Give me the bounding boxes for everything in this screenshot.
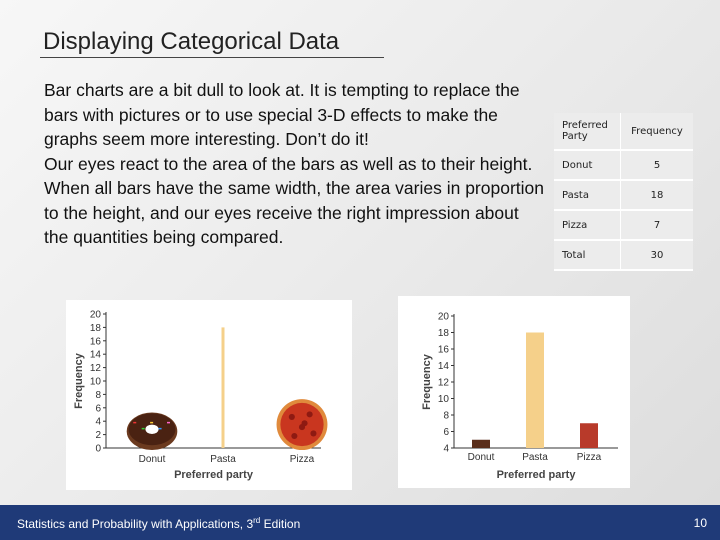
y-tick-label: 20 bbox=[438, 312, 450, 323]
body-paragraph-1: Bar charts are a bit dull to look at. It… bbox=[44, 80, 520, 149]
bar-pizza bbox=[580, 423, 598, 448]
y-tick-label: 6 bbox=[95, 403, 101, 414]
x-axis-label: Preferred party bbox=[174, 469, 254, 481]
x-tick-label: Pizza bbox=[290, 454, 315, 465]
table-row: Donut 5 bbox=[554, 150, 693, 181]
pictograph-chart-panel: 0 2 4 6 8 10 12 14 16 18 20 Frequency Preferred part… bbox=[66, 300, 352, 490]
bar-pasta bbox=[526, 332, 544, 448]
y-tick-label: 8 bbox=[443, 411, 449, 422]
donut-hole bbox=[145, 424, 159, 434]
y-tick-label: 10 bbox=[90, 377, 102, 388]
footer-text-edition: Edition bbox=[260, 517, 301, 531]
table-cell-party: Pizza bbox=[554, 210, 621, 241]
table-cell-frequency: 5 bbox=[620, 150, 693, 181]
pasta-bar bbox=[221, 327, 225, 448]
pizza-pepperoni bbox=[288, 413, 295, 420]
table-row: Pizza 7 bbox=[554, 210, 693, 241]
y-tick-label: 4 bbox=[443, 444, 449, 455]
footer-bar: Statistics and Probability with Applicat… bbox=[0, 505, 720, 540]
x-axis-label: Preferred party bbox=[497, 469, 577, 481]
y-tick-label: 18 bbox=[90, 323, 102, 334]
table-cell-frequency: 30 bbox=[620, 240, 693, 271]
y-tick-label: 0 bbox=[95, 444, 101, 455]
truncated-bar-chart: 4 6 8 10 12 14 16 18 20 Frequency Preferred partyD… bbox=[421, 312, 618, 481]
x-tick-label: Donut bbox=[468, 452, 495, 463]
y-tick-label: 16 bbox=[438, 345, 450, 356]
footer-text: Statistics and Probability with Applicat… bbox=[17, 516, 300, 531]
x-tick-label: Pizza bbox=[577, 452, 602, 463]
table-header-frequency: Frequency bbox=[620, 113, 693, 151]
y-tick-label: 14 bbox=[438, 361, 450, 372]
donut-sprinkle bbox=[141, 427, 145, 430]
bar-pasta bbox=[221, 327, 225, 448]
y-axis-label: Frequency bbox=[73, 352, 85, 409]
title-underline bbox=[40, 57, 384, 58]
table-header-row: Preferred Party Frequency bbox=[554, 113, 693, 151]
table-row: Total 30 bbox=[554, 240, 693, 271]
pictograph-chart: 0 2 4 6 8 10 12 14 16 18 20 Frequency Preferred part… bbox=[73, 310, 328, 481]
slide-title: Displaying Categorical Data bbox=[43, 28, 340, 55]
table-cell-party: Donut bbox=[554, 150, 621, 181]
donut-sprinkle bbox=[158, 427, 162, 430]
footer-text-superscript: rd bbox=[253, 516, 261, 525]
pizza-pepperoni bbox=[301, 420, 308, 427]
y-tick-label: 8 bbox=[95, 390, 101, 401]
y-tick-label: 20 bbox=[90, 310, 102, 321]
y-tick-label: 18 bbox=[438, 328, 450, 339]
x-tick-label: Pasta bbox=[210, 454, 236, 465]
bar-donut bbox=[126, 412, 178, 450]
donut-sprinkle bbox=[167, 421, 170, 424]
donut-sprinkle bbox=[150, 421, 154, 424]
y-tick-label: 4 bbox=[95, 417, 101, 428]
donut-sprinkle bbox=[133, 421, 137, 424]
y-tick-label: 14 bbox=[90, 350, 102, 361]
table-cell-frequency: 7 bbox=[620, 210, 693, 241]
pizza-pepperoni bbox=[306, 411, 313, 418]
x-tick-label: Donut bbox=[139, 454, 166, 465]
y-tick-label: 12 bbox=[90, 363, 102, 374]
table-cell-party: Total bbox=[554, 240, 621, 271]
y-tick-label: 10 bbox=[438, 394, 450, 405]
y-tick-label: 2 bbox=[95, 430, 101, 441]
y-axis-label: Frequency bbox=[421, 353, 433, 410]
x-tick-label: Pasta bbox=[522, 452, 548, 463]
y-tick-label: 16 bbox=[90, 336, 102, 347]
table-header-party: Preferred Party bbox=[554, 113, 621, 151]
bar-donut bbox=[472, 439, 490, 448]
bar-chart-panel: 4 6 8 10 12 14 16 18 20 Frequency Preferred party D… bbox=[398, 296, 630, 488]
page-number: 10 bbox=[693, 516, 707, 530]
y-tick-label: 6 bbox=[443, 427, 449, 438]
body-paragraph-2: Our eyes react to the area of the bars a… bbox=[44, 153, 544, 248]
footer-text-main: Statistics and Probability with Applicat… bbox=[17, 517, 254, 531]
pizza-pepperoni bbox=[310, 430, 317, 437]
bar-pizza bbox=[276, 399, 328, 450]
table-cell-party: Pasta bbox=[554, 180, 621, 211]
y-tick-label: 12 bbox=[438, 378, 450, 389]
table-cell-frequency: 18 bbox=[620, 180, 693, 211]
pizza-pepperoni bbox=[291, 432, 298, 440]
table-row: Pasta 18 bbox=[554, 180, 693, 211]
frequency-table: Preferred Party Frequency Donut 5 Pasta … bbox=[554, 113, 693, 271]
slide-body: Bar charts are a bit dull to look at. It… bbox=[44, 78, 544, 250]
